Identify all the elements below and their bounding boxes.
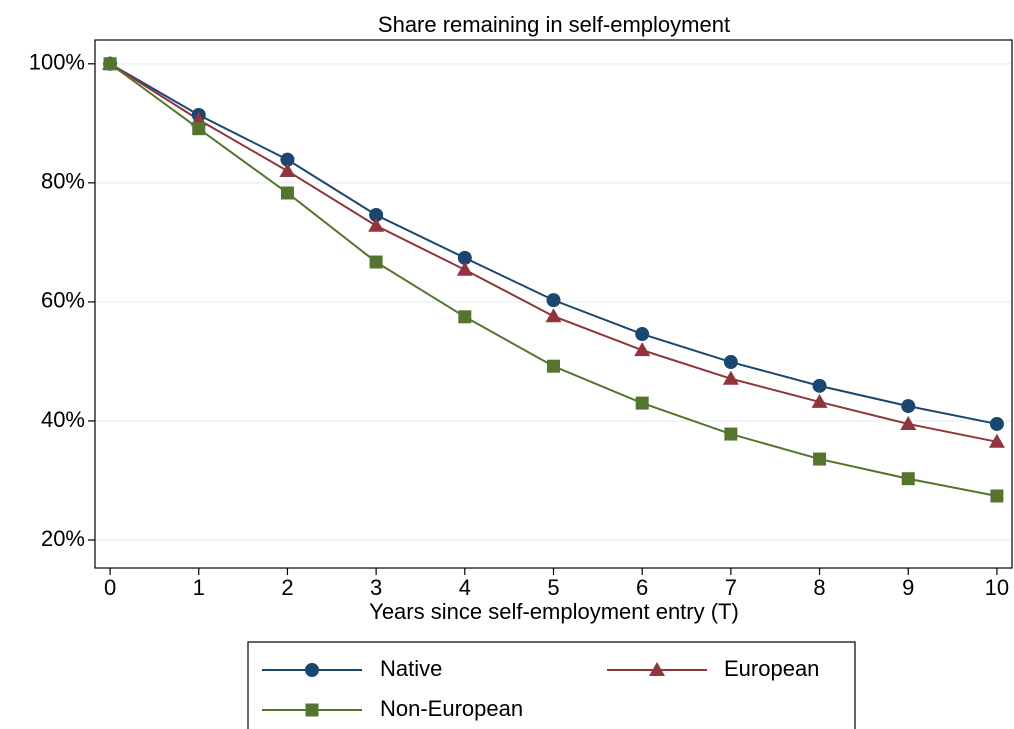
marker: [813, 452, 827, 466]
marker: [990, 489, 1004, 503]
marker: [368, 217, 385, 232]
marker: [546, 293, 561, 308]
x-tick-label: 1: [193, 575, 205, 600]
x-tick-label: 0: [104, 575, 116, 600]
marker: [901, 472, 915, 486]
x-tick-label: 8: [813, 575, 825, 600]
marker: [457, 250, 472, 265]
x-axis-label: Years since self-employment entry (T): [369, 599, 739, 624]
x-tick-label: 6: [636, 575, 648, 600]
y-tick-label: 80%: [41, 169, 85, 194]
legend-box: [247, 641, 856, 729]
x-tick-label: 5: [547, 575, 559, 600]
marker: [458, 310, 472, 324]
x-tick-label: 9: [902, 575, 914, 600]
marker: [649, 662, 665, 676]
x-tick-label: 10: [985, 575, 1009, 600]
marker: [900, 415, 917, 430]
marker: [724, 427, 738, 441]
marker: [989, 416, 1004, 431]
marker: [456, 261, 473, 276]
marker: [305, 663, 319, 677]
x-tick-label: 3: [370, 575, 382, 600]
marker: [723, 355, 738, 370]
marker: [279, 162, 296, 177]
marker: [635, 327, 650, 342]
marker: [369, 208, 384, 223]
x-tick-label: 7: [725, 575, 737, 600]
x-tick-label: 2: [281, 575, 293, 600]
marker: [988, 433, 1005, 448]
y-tick-label: 60%: [41, 288, 85, 313]
marker: [305, 703, 319, 717]
marker: [280, 186, 294, 200]
marker: [635, 396, 649, 410]
y-tick-label: 20%: [41, 526, 85, 551]
legend-label: European: [724, 656, 819, 681]
legend-label: Native: [380, 656, 442, 681]
marker: [811, 393, 828, 408]
marker: [369, 255, 383, 269]
marker: [722, 370, 739, 385]
y-tick-label: 100%: [29, 50, 85, 75]
x-tick-label: 4: [459, 575, 471, 600]
legend-label: Non-European: [380, 696, 523, 721]
y-tick-label: 40%: [41, 407, 85, 432]
marker: [547, 359, 560, 373]
marker: [192, 122, 206, 136]
marker: [901, 399, 916, 414]
marker: [280, 152, 295, 167]
marker: [545, 308, 562, 323]
chart-title: Share remaining in self-employment: [378, 12, 730, 37]
marker: [103, 57, 117, 71]
marker: [812, 378, 827, 393]
plot-frame: [94, 39, 1013, 569]
marker: [634, 342, 651, 357]
